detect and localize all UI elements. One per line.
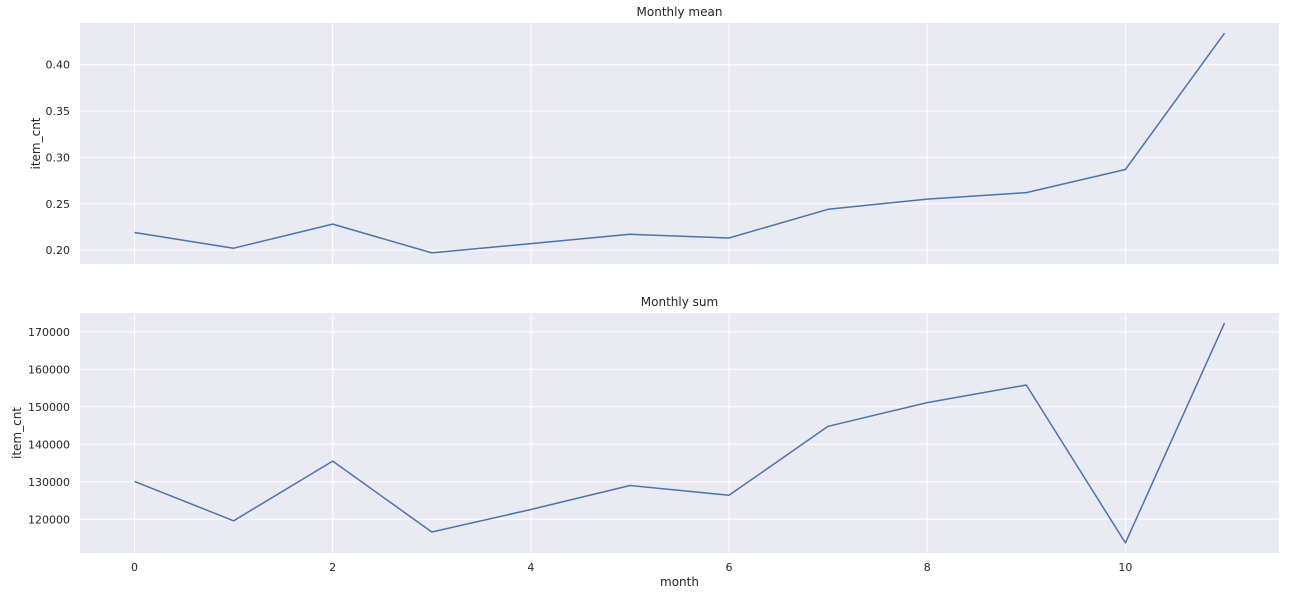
data-point (925, 197, 929, 201)
data-point (727, 236, 731, 240)
x-tick-label: 2 (329, 561, 336, 574)
data-point (331, 222, 335, 226)
x-axis-label: month (660, 575, 699, 589)
data-point (628, 232, 632, 236)
y-tick-label: 0.30 (46, 151, 71, 164)
data-point (925, 401, 929, 405)
y-tick-label: 160000 (28, 363, 70, 376)
data-point (1223, 31, 1227, 35)
data-point (727, 493, 731, 497)
x-tick-label: 8 (924, 561, 931, 574)
y-axis-label: item_cnt (29, 117, 43, 169)
y-tick-label: 0.40 (46, 59, 71, 72)
y-tick-label: 140000 (28, 438, 70, 451)
data-point (331, 459, 335, 463)
y-tick-label: 130000 (28, 476, 70, 489)
data-point (826, 424, 830, 428)
data-point (1024, 383, 1028, 387)
data-point (133, 230, 137, 234)
data-point (133, 479, 137, 483)
data-point (628, 484, 632, 488)
subplot-1: 0.20 0.25 0.30 0.35 0.40 Monthly mean item_cnt (29, 5, 1279, 264)
plot-area (80, 313, 1279, 553)
y-tick-label: 0.25 (46, 198, 71, 211)
data-point (232, 246, 236, 250)
series-line (134, 32, 1226, 254)
data-point (529, 242, 533, 246)
series-line (134, 322, 1226, 544)
chart-title: Monthly sum (641, 295, 718, 309)
data-point (1123, 541, 1127, 545)
data-point (529, 508, 533, 512)
subplot-2: 0 2 4 6 8 10 120000 130000 140000 150000 160000 170… (10, 295, 1279, 589)
plot-area (80, 23, 1279, 264)
data-point (430, 251, 434, 255)
data-point (1024, 191, 1028, 195)
data-point (232, 519, 236, 523)
y-axis-label: item_cnt (10, 407, 24, 459)
y-tick-label: 170000 (28, 326, 70, 339)
chart-title: Monthly mean (637, 5, 723, 19)
x-tick-label: 10 (1118, 561, 1132, 574)
data-point (1123, 167, 1127, 171)
y-tick-label: 150000 (28, 401, 70, 414)
data-point (826, 207, 830, 211)
x-tick-label: 4 (527, 561, 534, 574)
x-tick-label: 6 (726, 561, 733, 574)
y-tick-label: 0.35 (46, 105, 71, 118)
data-point (1223, 321, 1227, 325)
y-tick-label: 120000 (28, 513, 70, 526)
y-tick-label: 0.20 (46, 244, 71, 257)
data-point (430, 530, 434, 534)
x-tick-label: 0 (131, 561, 138, 574)
